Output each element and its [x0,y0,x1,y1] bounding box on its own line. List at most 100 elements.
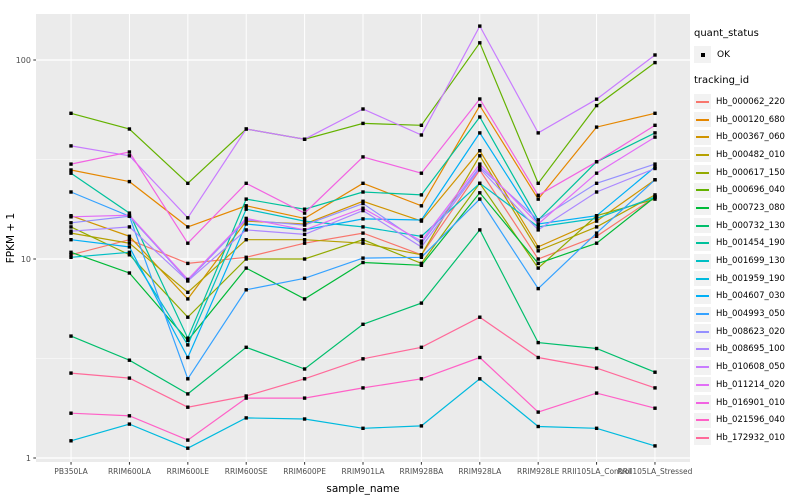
data-point [419,123,424,127]
data-point [302,216,307,221]
data-point [594,366,599,370]
data-point [361,225,365,229]
legend-key-line-icon [694,253,711,269]
data-point [127,225,132,229]
data-point [478,162,482,166]
legend-item-label: Hb_010608_050 [716,362,785,373]
data-point [653,166,657,171]
data-point [653,162,657,166]
data-point [244,257,248,261]
legend-item-label: Hb_000732_130 [716,220,785,231]
data-point [302,396,307,400]
data-point [478,24,482,28]
data-point [653,60,657,65]
data-point [69,371,73,375]
data-point [361,181,365,185]
legend-key-line-icon [694,395,711,411]
data-point [127,241,132,245]
data-point [127,376,132,380]
legend-key-line-icon [694,412,711,428]
data-point [594,241,599,245]
data-point [361,231,365,235]
legend-item-label: Hb_001454_190 [716,238,785,249]
data-point [69,111,73,115]
legend-item-Hb_011214_020: Hb_011214_020 [694,376,798,394]
legend-item-label: Hb_000723_080 [716,202,785,213]
data-point [536,261,540,266]
legend-item-Hb_016901_010: Hb_016901_010 [694,394,798,412]
data-point [244,238,248,242]
data-point [69,168,73,172]
data-point [244,197,248,201]
legend-item-Hb_001454_190: Hb_001454_190 [694,235,798,253]
legend-key-line-icon [694,147,711,163]
data-point [536,181,540,185]
legend-key-line-icon [694,165,711,181]
legend-key-line-icon [694,377,711,393]
y-axis-title: FPKM + 1 [5,212,17,264]
x-tick-label: RRIM600PE [283,467,326,476]
data-point [653,195,657,199]
legend-item-label: Hb_000617_150 [716,167,785,178]
data-point [536,197,540,201]
data-point [419,301,424,305]
legend-item-label: Hb_000696_040 [716,185,785,196]
x-tick-label: RRIM928LA [458,467,502,476]
data-point [594,231,599,235]
data-point [127,127,132,131]
data-point [127,250,132,254]
legend-quant-status-title: quant_status [694,28,759,39]
data-point [127,238,132,242]
legend-tracking-id-title: tracking_id [694,75,750,86]
data-point [69,439,73,443]
data-point [594,214,599,218]
x-tick-label: PB350LA [54,467,88,476]
data-point [69,250,73,254]
legend-item-label: Hb_004993_050 [716,309,785,320]
data-point [594,160,599,164]
data-point [536,193,540,197]
data-point [594,216,599,221]
data-point [302,207,307,211]
data-point [419,218,424,222]
data-point [361,426,365,430]
data-point [419,255,424,259]
data-point [186,438,190,442]
data-point [361,260,365,265]
data-point [478,97,482,101]
data-point [186,225,190,229]
data-point [127,179,132,184]
data-point [244,394,248,398]
data-point [536,222,540,226]
data-point [186,392,190,396]
data-point [186,216,190,220]
data-point [302,417,307,421]
data-point [653,444,657,448]
data-point [478,131,482,135]
data-point [653,135,657,139]
data-point [478,197,482,201]
data-point [536,228,540,232]
data-point [69,238,73,242]
data-point [419,193,424,197]
data-point [127,211,132,215]
data-point [69,229,73,233]
data-point [478,228,482,232]
data-point [478,181,482,185]
x-axis-title: sample_name [326,483,400,495]
data-point [244,345,248,349]
data-point [127,358,132,362]
data-point [69,190,73,194]
legend-key-line-icon [694,271,711,287]
legend-item-Hb_000062_220: Hb_000062_220 [694,93,798,111]
x-tick-label: RRIM600SE [225,467,268,476]
data-point [419,204,424,208]
data-point [69,253,73,257]
data-point [244,228,248,232]
data-point [302,223,307,227]
y-tick-label: 10 [21,255,31,264]
data-point [419,245,424,249]
data-point [186,405,190,409]
data-point [361,386,365,390]
